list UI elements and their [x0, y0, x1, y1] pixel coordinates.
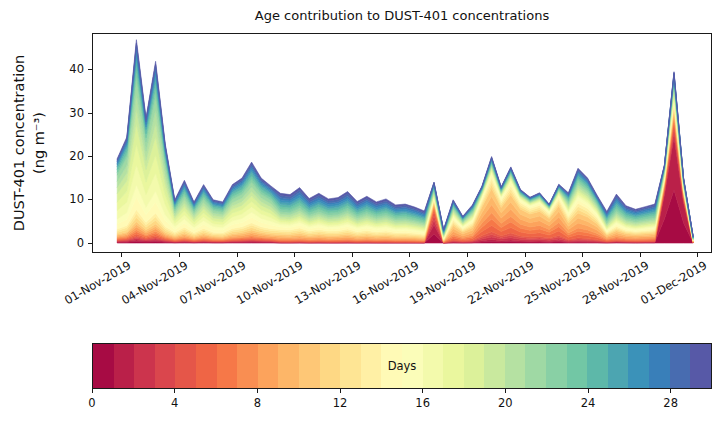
colorbar-tick-label: 20: [485, 396, 525, 410]
chart-title: Age contribution to DUST-401 concentrati…: [92, 8, 712, 23]
colorbar-tick-mark: [588, 389, 589, 393]
x-tick-mark: [409, 253, 410, 257]
x-tick-mark: [179, 253, 180, 257]
colorbar-tick-mark: [670, 389, 671, 393]
y-tick-label: 10: [54, 192, 84, 206]
colorbar-tick-label: 24: [568, 396, 608, 410]
y-tick-mark: [88, 69, 92, 70]
x-tick-mark: [352, 253, 353, 257]
colorbar-tick-label: 28: [651, 396, 691, 410]
colorbar-tick-label: 8: [237, 396, 277, 410]
y-tick-label: 0: [54, 236, 84, 250]
y-axis-label: DUST-401 concentration (ng m⁻³): [10, 23, 49, 263]
colorbar-tick-label: 0: [72, 396, 112, 410]
y-tick-mark: [88, 243, 92, 244]
y-tick-mark: [88, 156, 92, 157]
colorbar-tick-label: 16: [403, 396, 443, 410]
colorbar-tick-label: 12: [320, 396, 360, 410]
x-tick-mark: [525, 253, 526, 257]
colorbar-tick-mark: [340, 389, 341, 393]
y-tick-mark: [88, 199, 92, 200]
colorbar-tick-mark: [174, 389, 175, 393]
x-tick-mark: [121, 253, 122, 257]
x-tick-mark: [294, 253, 295, 257]
colorbar-tick-mark: [257, 389, 258, 393]
x-tick-mark: [237, 253, 238, 257]
x-tick-mark: [640, 253, 641, 257]
colorbar-label: Days: [92, 359, 712, 373]
y-tick-label: 40: [54, 62, 84, 76]
x-tick-mark: [467, 253, 468, 257]
colorbar-tick-mark: [92, 389, 93, 393]
colorbar-tick-label: 4: [155, 396, 195, 410]
figure: Age contribution to DUST-401 concentrati…: [0, 0, 721, 425]
x-tick-mark: [697, 253, 698, 257]
y-tick-mark: [88, 113, 92, 114]
colorbar-tick-mark: [505, 389, 506, 393]
y-tick-label: 20: [54, 149, 84, 163]
x-tick-mark: [582, 253, 583, 257]
plot-frame: [92, 33, 712, 253]
colorbar-tick-mark: [422, 389, 423, 393]
y-tick-label: 30: [54, 106, 84, 120]
